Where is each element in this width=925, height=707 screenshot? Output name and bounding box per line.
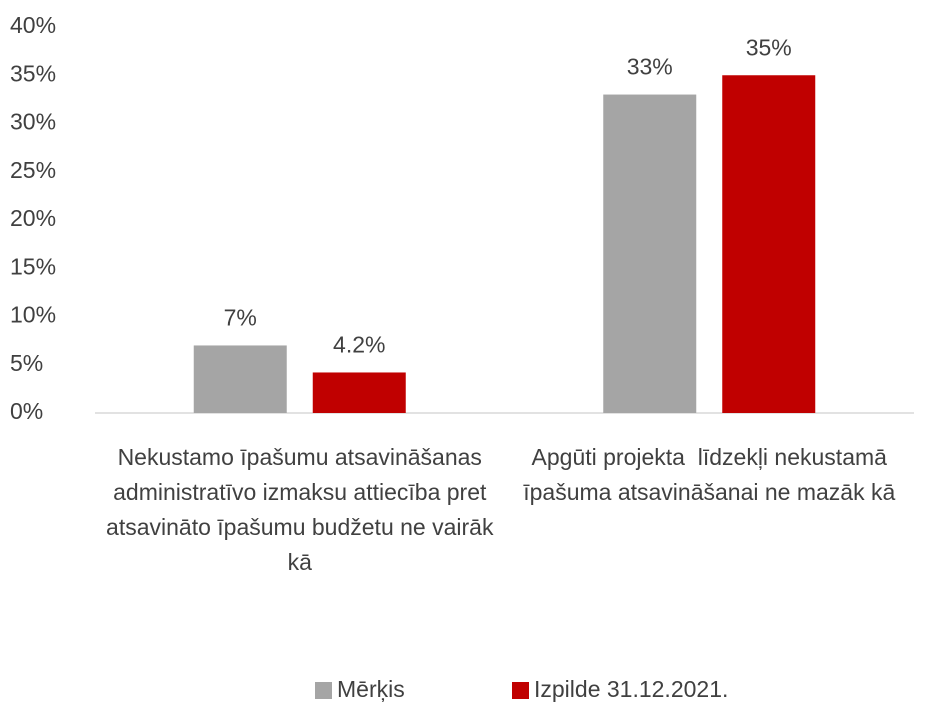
legend-swatch xyxy=(512,682,529,699)
bar xyxy=(193,345,287,413)
y-tick-label: 30% xyxy=(10,109,56,135)
legend-label: Izpilde 31.12.2021. xyxy=(534,676,728,702)
y-tick-label: 10% xyxy=(10,302,56,328)
data-label: 35% xyxy=(746,34,792,60)
y-tick-label: 25% xyxy=(10,157,56,183)
y-tick-label: 20% xyxy=(10,205,56,231)
y-tick-label: 5% xyxy=(10,350,43,376)
y-tick-label: 0% xyxy=(10,398,43,424)
data-label: 7% xyxy=(224,305,257,331)
y-tick-label: 35% xyxy=(10,60,56,86)
data-label: 4.2% xyxy=(333,332,385,358)
data-label: 33% xyxy=(627,54,673,80)
bar xyxy=(603,94,697,414)
y-tick-label: 40% xyxy=(10,12,56,38)
x-tick-label: Nekustamo īpašumu atsavināšanas administ… xyxy=(106,444,500,575)
bar xyxy=(312,372,406,413)
legend-swatch xyxy=(315,682,332,699)
bar xyxy=(722,75,816,413)
x-tick-label: Apgūti projekta līdzekļi nekustamā īpašu… xyxy=(523,444,896,505)
legend-label: Mērķis xyxy=(337,676,405,702)
y-tick-label: 15% xyxy=(10,253,56,279)
